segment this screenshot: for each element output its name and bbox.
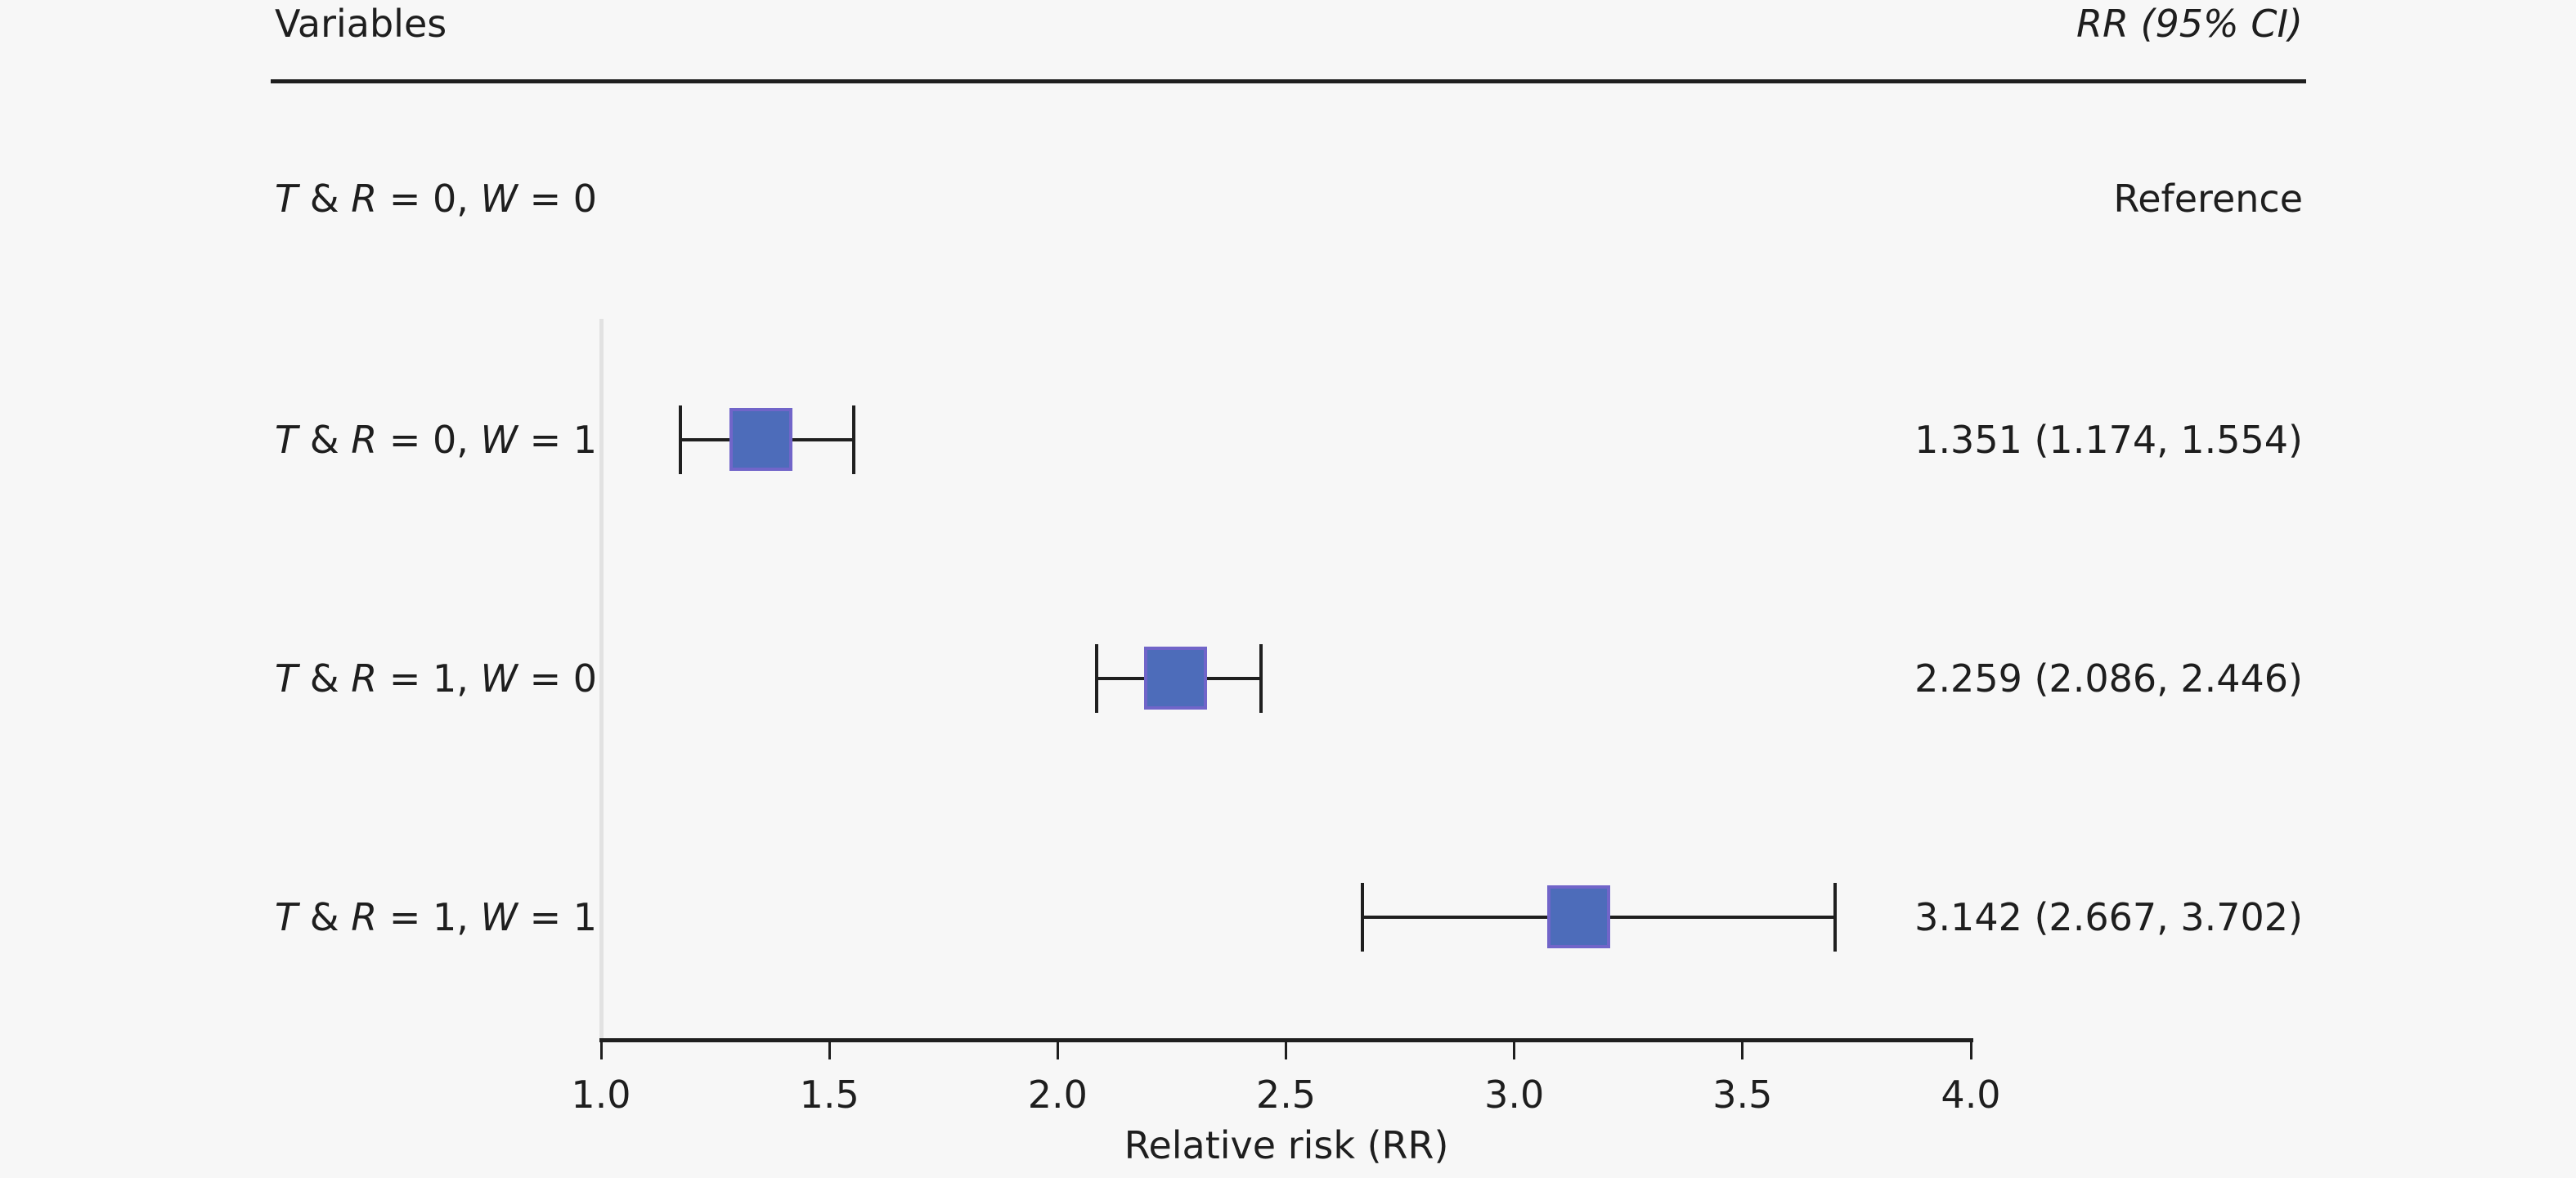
label-part: W [480,895,518,939]
x-axis-tick-label: 3.5 [1712,1073,1773,1117]
x-axis-tick-label: 1.5 [799,1073,859,1117]
reference-value-line [599,319,604,1038]
row-label-tr0-w1: T & R = 0, W = 1 [275,418,597,462]
rr-point-marker [1547,885,1610,948]
label-part: = 0 [518,177,598,221]
x-axis-tick-label: 2.5 [1255,1073,1317,1117]
label-part: W [480,418,518,462]
column-header-variables: Variables [275,2,447,46]
label-part: W [480,177,518,221]
x-axis-tick-label: 4.0 [1941,1073,2001,1117]
label-part: = 0, [377,177,481,221]
x-axis-tick [1741,1041,1744,1059]
rr-point-marker [1144,647,1207,710]
row-value-tr0-w1: 1.351 (1.174, 1.554) [1914,418,2303,462]
row-label-tr1-w1: T & R = 1, W = 1 [275,895,597,939]
label-part: R [351,418,378,462]
ci-cap-left [1360,883,1364,952]
label-part: T [275,177,298,221]
row-label-tr1-w0: T & R = 1, W = 0 [275,656,597,701]
x-axis-tick [1056,1041,1059,1059]
label-part: = 1, [377,656,481,701]
label-part: T [275,418,298,462]
ci-cap-right [1259,644,1263,713]
header-rule [271,79,2306,83]
label-part: & [298,895,352,939]
x-axis-tick [1513,1041,1516,1059]
x-axis-tick [828,1041,831,1059]
label-part: = 1, [377,895,481,939]
ci-cap-right [1833,883,1837,952]
rr-point-marker [729,408,792,471]
row-value-tr1-w1: 3.142 (2.667, 3.702) [1914,895,2303,939]
ci-cap-left [679,405,683,474]
column-header-rr-ci: RR (95% CI) [2076,2,2303,46]
row-label-tr0-w0: T & R = 0, W = 0 [275,177,597,221]
x-axis-tick [1969,1041,1972,1059]
label-part: R [351,895,378,939]
label-part: = 0 [518,656,598,701]
x-axis-tick-label: 3.0 [1484,1073,1545,1117]
label-part: R [351,656,378,701]
label-part: R [351,177,378,221]
label-part: W [480,656,518,701]
x-axis-tick [1285,1041,1287,1059]
label-part: T [275,656,298,701]
x-axis-title: Relative risk (RR) [1124,1123,1449,1167]
label-part: = 0, [377,418,481,462]
label-part: = 1 [518,895,598,939]
row-value-tr1-w0: 2.259 (2.086, 2.446) [1914,656,2303,701]
label-part: & [298,656,352,701]
label-part: T [275,895,298,939]
ci-cap-left [1095,644,1099,713]
row-value-reference: Reference [2113,177,2303,221]
x-axis-tick [599,1041,603,1059]
label-part: = 1 [518,418,598,462]
ci-cap-right [852,405,856,474]
label-part: & [298,418,352,462]
x-axis-tick-label: 1.0 [571,1073,631,1117]
x-axis-tick-label: 2.0 [1027,1073,1088,1117]
label-part: & [298,177,352,221]
x-axis-line [599,1038,1973,1042]
